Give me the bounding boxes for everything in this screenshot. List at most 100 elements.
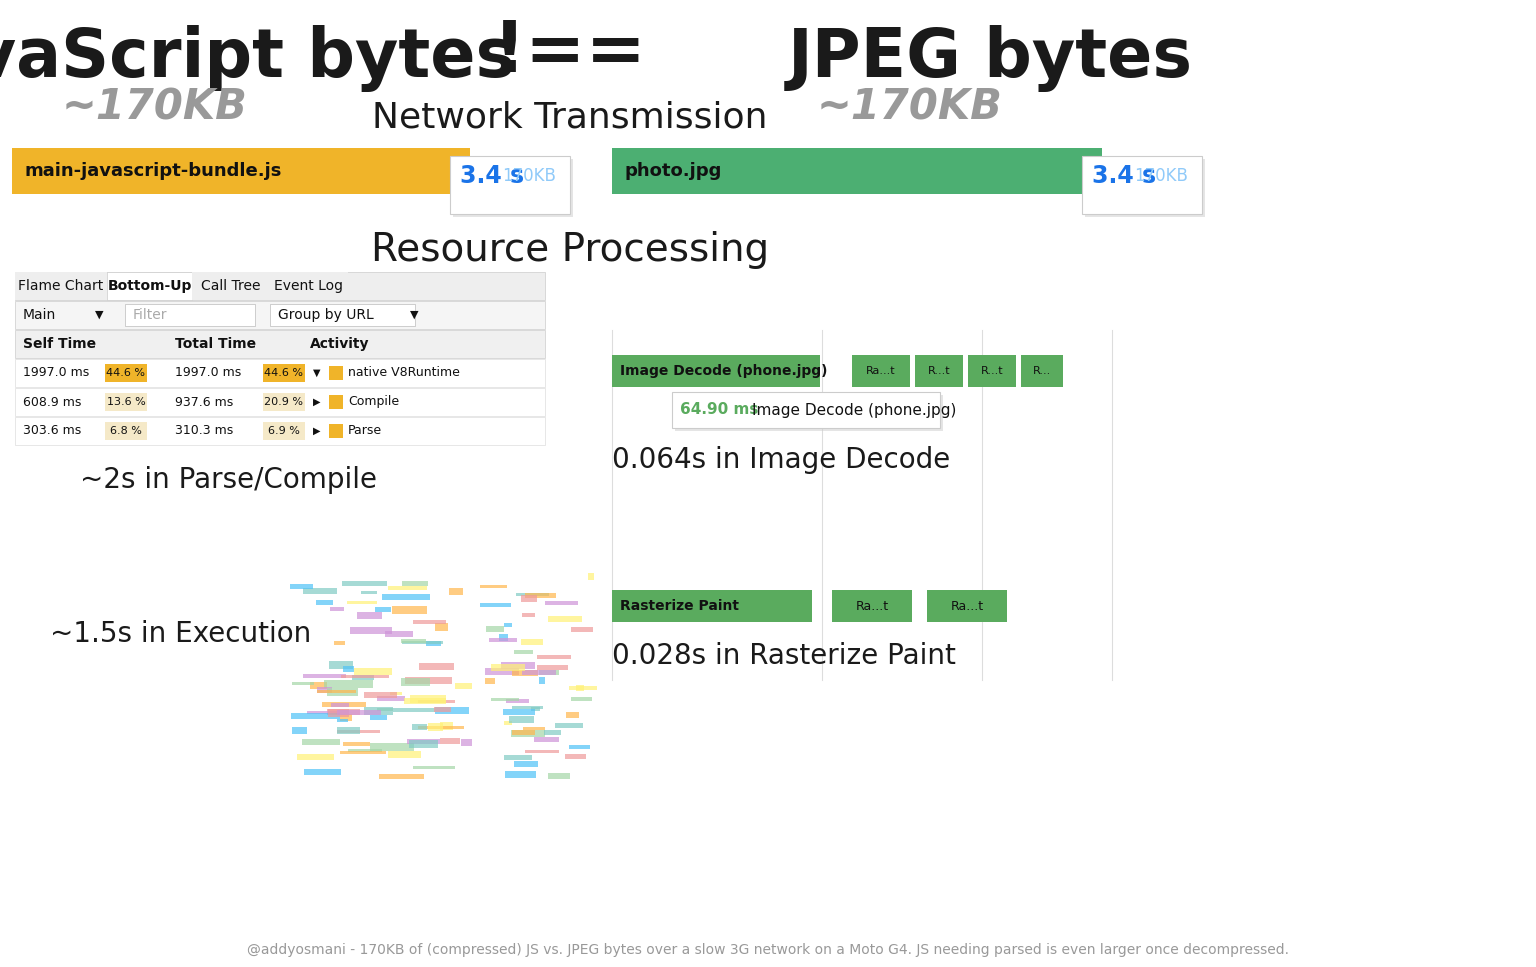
Text: 44.6 %: 44.6 %: [106, 368, 146, 378]
Bar: [361, 591, 376, 594]
Bar: [545, 601, 578, 605]
Bar: [521, 595, 538, 602]
Bar: [516, 593, 548, 596]
Bar: [568, 686, 598, 690]
Bar: [392, 606, 427, 614]
Bar: [404, 698, 445, 704]
Text: ▼: ▼: [95, 310, 103, 320]
Text: ~2s in Parse/Compile: ~2s in Parse/Compile: [80, 466, 376, 494]
Bar: [393, 708, 435, 712]
Bar: [435, 623, 449, 631]
Bar: [316, 687, 332, 693]
Bar: [401, 639, 425, 643]
Bar: [852, 355, 909, 387]
Bar: [565, 754, 587, 759]
Bar: [576, 685, 584, 691]
Bar: [292, 727, 307, 734]
Bar: [521, 639, 544, 645]
Text: 6.9 %: 6.9 %: [269, 426, 300, 436]
Bar: [324, 680, 373, 688]
Text: Filter: Filter: [134, 308, 167, 322]
Bar: [673, 392, 940, 428]
Bar: [492, 698, 519, 701]
Text: 303.6 ms: 303.6 ms: [23, 425, 81, 437]
Bar: [409, 740, 438, 748]
Bar: [352, 675, 373, 680]
Bar: [407, 739, 439, 744]
Bar: [418, 726, 464, 729]
Text: 44.6 %: 44.6 %: [264, 368, 304, 378]
Bar: [413, 766, 455, 769]
Bar: [548, 773, 570, 779]
Bar: [304, 769, 341, 775]
Text: 64.90 ms: 64.90 ms: [680, 402, 759, 418]
Bar: [343, 666, 353, 672]
Bar: [349, 749, 382, 752]
Bar: [479, 603, 511, 607]
Bar: [329, 709, 349, 717]
Bar: [389, 586, 427, 590]
Bar: [263, 364, 306, 382]
Bar: [425, 641, 441, 646]
Bar: [419, 663, 455, 670]
Bar: [15, 301, 545, 329]
Bar: [539, 670, 559, 675]
Bar: [370, 743, 415, 751]
Bar: [336, 710, 381, 715]
Bar: [343, 581, 387, 586]
Text: ▶: ▶: [313, 426, 321, 436]
Bar: [435, 707, 452, 712]
Bar: [571, 627, 593, 632]
Bar: [104, 393, 147, 411]
Bar: [413, 620, 445, 624]
Text: Image Decode (phone.jpg): Image Decode (phone.jpg): [621, 364, 828, 378]
Bar: [307, 711, 336, 714]
Bar: [263, 393, 306, 411]
Bar: [15, 272, 108, 300]
Text: JPEG bytes: JPEG bytes: [788, 24, 1192, 92]
Bar: [336, 727, 359, 734]
Text: Group by URL: Group by URL: [278, 308, 373, 322]
Text: ▼: ▼: [410, 310, 418, 320]
Bar: [382, 594, 430, 600]
Bar: [15, 388, 545, 416]
Text: main-javascript-bundle.js: main-javascript-bundle.js: [25, 162, 281, 180]
Bar: [1084, 159, 1206, 217]
Text: native V8Runtime: native V8Runtime: [349, 366, 459, 379]
Bar: [504, 721, 511, 725]
Bar: [568, 745, 590, 749]
Bar: [928, 590, 1008, 622]
Bar: [1081, 156, 1203, 214]
Text: Ra...t: Ra...t: [866, 366, 895, 376]
Text: Total Time: Total Time: [175, 337, 257, 351]
Text: Bottom-Up: Bottom-Up: [108, 279, 192, 293]
Bar: [611, 590, 813, 622]
Bar: [499, 634, 508, 641]
Bar: [389, 751, 421, 758]
Text: Main: Main: [23, 308, 57, 322]
Text: 3.4 s: 3.4 s: [459, 164, 524, 188]
Bar: [364, 692, 396, 698]
Bar: [192, 272, 270, 300]
Bar: [833, 590, 912, 622]
Bar: [323, 702, 366, 707]
Bar: [310, 682, 327, 689]
Text: 170KB: 170KB: [1134, 167, 1187, 185]
Bar: [505, 699, 528, 703]
Bar: [418, 700, 455, 703]
Bar: [316, 600, 333, 605]
Text: Parse: Parse: [349, 425, 382, 437]
Bar: [488, 638, 518, 642]
Text: R...t: R...t: [980, 366, 1003, 376]
Bar: [515, 761, 538, 767]
Text: Flame Chart: Flame Chart: [18, 279, 103, 293]
Bar: [376, 696, 406, 701]
Bar: [508, 716, 535, 723]
Text: R...: R...: [1032, 366, 1051, 376]
Text: Event Log: Event Log: [275, 279, 344, 293]
Bar: [525, 750, 559, 753]
Text: photo.jpg: photo.jpg: [624, 162, 722, 180]
Text: 6.8 %: 6.8 %: [111, 426, 141, 436]
Bar: [515, 650, 533, 654]
Bar: [548, 616, 582, 622]
